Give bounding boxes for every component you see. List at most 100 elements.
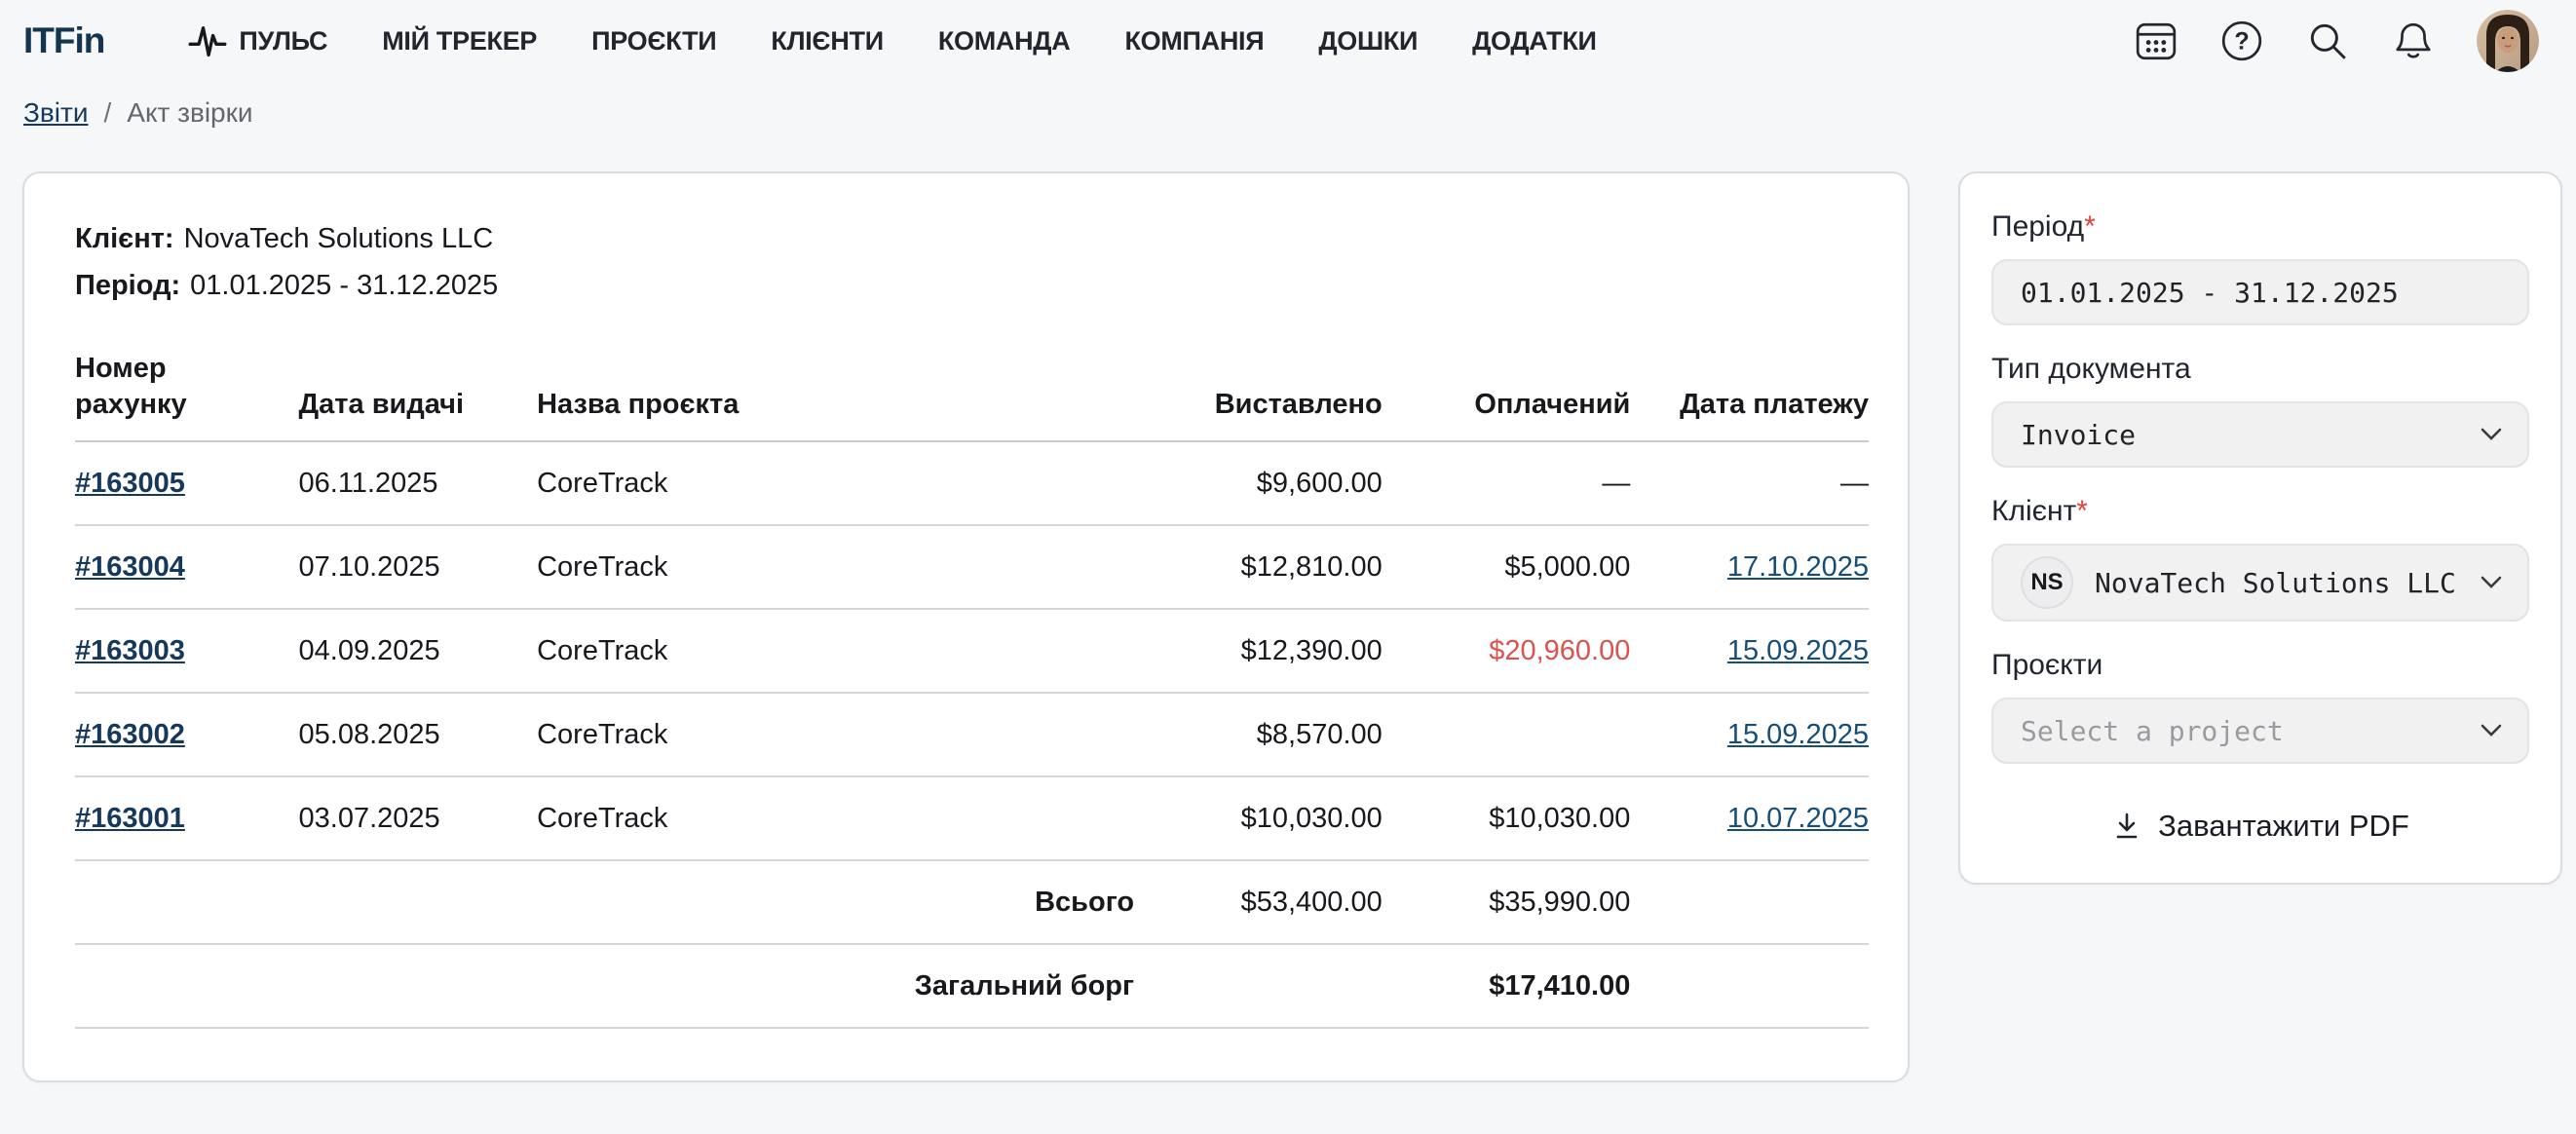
nav-item-label: ПУЛЬС bbox=[239, 25, 328, 56]
project-name-cell: CoreTrack bbox=[537, 693, 1135, 777]
client-avatar-badge: NS bbox=[2021, 556, 2073, 609]
chevron-down-icon bbox=[2481, 724, 2502, 737]
nav-item-projects[interactable]: ПРОЄКТИ bbox=[591, 25, 717, 57]
client-info-line: Клієнт: NovaTech Solutions LLC bbox=[75, 220, 1869, 257]
nav-item-boards[interactable]: ДОШКИ bbox=[1318, 26, 1418, 57]
client-select-value: NovaTech Solutions LLC bbox=[2095, 566, 2456, 599]
nav-item-label: КОМАНДА bbox=[937, 25, 1071, 56]
projects-placeholder: Select a project bbox=[2021, 714, 2284, 747]
debt-amount: $17,410.00 bbox=[1382, 944, 1631, 1029]
billed-amount-cell: $9,600.00 bbox=[1134, 441, 1383, 526]
totals-empty bbox=[1630, 860, 1869, 945]
payment-date-link[interactable]: 15.09.2025 bbox=[1726, 719, 1869, 750]
client-select[interactable]: NS NovaTech Solutions LLC bbox=[1991, 544, 2529, 622]
required-mark: * bbox=[2084, 210, 2096, 243]
column-header: Дата видачі bbox=[298, 351, 538, 442]
nav-item-label: ДОДАТКИ bbox=[1472, 25, 1597, 56]
invoice-number-link[interactable]: #163003 bbox=[75, 635, 185, 666]
invoice-number-link[interactable]: #163005 bbox=[75, 468, 185, 499]
issue-date-cell: 06.11.2025 bbox=[298, 441, 538, 526]
projects-select[interactable]: Select a project bbox=[1991, 698, 2529, 764]
period-field-label-text: Період bbox=[1991, 210, 2085, 243]
issue-date-cell: 05.08.2025 bbox=[298, 693, 538, 777]
column-header: Дата платежу bbox=[1630, 351, 1869, 442]
calendar-icon bbox=[2136, 22, 2177, 60]
debt-empty bbox=[1134, 944, 1383, 1029]
payment-date-link[interactable]: 10.07.2025 bbox=[1726, 803, 1869, 834]
period-field: Період* 01.01.2025 - 31.12.2025 bbox=[1991, 208, 2529, 325]
billed-amount-cell: $12,390.00 bbox=[1134, 609, 1383, 694]
paid-amount-cell: $20,960.00 bbox=[1382, 609, 1631, 694]
svg-text:?: ? bbox=[2234, 27, 2249, 55]
download-pdf-button[interactable]: Завантажити PDF bbox=[2111, 809, 2409, 844]
nav-item-team[interactable]: КОМАНДА bbox=[938, 26, 1071, 57]
invoice-number-link[interactable]: #163004 bbox=[75, 551, 185, 583]
paid-amount-cell: $5,000.00 bbox=[1382, 525, 1631, 610]
bell-icon bbox=[2396, 22, 2431, 58]
help-icon: ? bbox=[2221, 20, 2262, 61]
table-header-row: Номер рахунку Дата видачі Назва проєкта Вис… bbox=[75, 351, 1869, 442]
help-button[interactable]: ? bbox=[2219, 19, 2264, 63]
project-name-cell: CoreTrack bbox=[537, 776, 1135, 861]
payment-date-link[interactable]: 17.10.2025 bbox=[1726, 551, 1869, 583]
totals-label: Всього bbox=[75, 860, 1135, 945]
topbar: ITFin ПУЛЬС МІЙ ТРЕКЕР ПРОЄКТИ КЛІЄНТИ КОМАН… bbox=[0, 0, 2576, 76]
chevron-down-icon bbox=[2481, 576, 2502, 588]
table-row: #163002 05.08.2025 CoreTrack $8,570.00 15.09… bbox=[75, 693, 1869, 777]
nav-item-company[interactable]: КОМПАНІЯ bbox=[1124, 26, 1264, 57]
invoice-number-link[interactable]: #163002 bbox=[75, 719, 185, 750]
payment-date-cell: 15.09.2025 bbox=[1630, 609, 1869, 694]
nav-item-label: КОМПАНІЯ bbox=[1124, 25, 1265, 56]
payment-date-cell: 10.07.2025 bbox=[1630, 776, 1869, 861]
breadcrumb-separator: / bbox=[103, 97, 112, 128]
chevron-down-icon bbox=[2481, 428, 2502, 440]
invoices-table-body: #163005 06.11.2025 CoreTrack $9,600.00— — #16… bbox=[75, 441, 1869, 861]
table-row: #163003 04.09.2025 CoreTrack $12,390.00 $20,… bbox=[75, 609, 1869, 694]
period-value: 01.01.2025 - 31.12.2025 bbox=[190, 270, 499, 301]
debt-label: Загальний борг bbox=[75, 944, 1135, 1029]
nav-item-clients[interactable]: КЛІЄНТИ bbox=[771, 26, 884, 57]
invoices-table: Номер рахунку Дата видачі Назва проєкта Вис… bbox=[75, 351, 1869, 1029]
project-name-cell: CoreTrack bbox=[537, 441, 1135, 526]
app-logo: ITFin bbox=[23, 20, 105, 60]
payment-date-cell: 15.09.2025 bbox=[1630, 693, 1869, 777]
doc-type-value: Invoice bbox=[2021, 418, 2137, 451]
nav-item-addons[interactable]: ДОДАТКИ bbox=[1472, 26, 1597, 57]
debt-empty bbox=[1630, 944, 1869, 1029]
period-range-input[interactable]: 01.01.2025 - 31.12.2025 bbox=[1991, 259, 2529, 325]
search-button[interactable] bbox=[2305, 19, 2350, 63]
client-label: Клієнт: bbox=[75, 223, 174, 254]
breadcrumb-link-reports[interactable]: Звіти bbox=[23, 97, 89, 128]
client-field-label: Клієнт* bbox=[1991, 493, 2529, 530]
paid-amount-cell: — bbox=[1382, 441, 1631, 526]
invoice-number-cell: #163005 bbox=[75, 441, 299, 526]
payment-date-cell: 17.10.2025 bbox=[1630, 525, 1869, 610]
billed-amount-cell: $8,570.00 bbox=[1134, 693, 1383, 777]
nav-item-my-tracker[interactable]: МІЙ ТРЕКЕР bbox=[382, 26, 537, 57]
column-header: Номер рахунку bbox=[75, 351, 299, 442]
breadcrumb-current: Акт звірки bbox=[127, 97, 253, 128]
projects-field: Проєкти Select a project bbox=[1991, 647, 2529, 764]
paid-amount-cell: $10,030.00 bbox=[1382, 776, 1631, 861]
nav-item-label: ПРОЄКТИ bbox=[591, 25, 717, 56]
notifications-button[interactable] bbox=[2391, 19, 2436, 63]
project-name-cell: CoreTrack bbox=[537, 609, 1135, 694]
search-icon bbox=[2310, 23, 2346, 59]
calendar-button[interactable] bbox=[2134, 19, 2178, 63]
issue-date-cell: 03.07.2025 bbox=[298, 776, 538, 861]
debt-row: Загальний борг $17,410.00 bbox=[75, 944, 1869, 1029]
payment-date-link[interactable]: 15.09.2025 bbox=[1726, 635, 1869, 666]
doc-type-field: Тип документа Invoice bbox=[1991, 351, 2529, 468]
invoice-number-cell: #163003 bbox=[75, 609, 299, 694]
doc-type-label: Тип документа bbox=[1991, 353, 2191, 385]
avatar[interactable] bbox=[2477, 10, 2539, 72]
invoice-number-link[interactable]: #163001 bbox=[75, 803, 185, 834]
reconciliation-report-card: Клієнт: NovaTech Solutions LLC Період: 01.… bbox=[22, 171, 1910, 1082]
doc-type-select[interactable]: Invoice bbox=[1991, 401, 2529, 468]
nav-item-pulse[interactable]: ПУЛЬС bbox=[188, 21, 328, 60]
totals-paid: $35,990.00 bbox=[1382, 860, 1631, 945]
table-row: #163004 07.10.2025 CoreTrack $12,810.00 $5,0… bbox=[75, 525, 1869, 610]
period-info-line: Період: 01.01.2025 - 31.12.2025 bbox=[75, 267, 1869, 304]
topbar-actions: ? bbox=[2134, 10, 2539, 72]
nav-item-label: ДОШКИ bbox=[1318, 25, 1419, 56]
